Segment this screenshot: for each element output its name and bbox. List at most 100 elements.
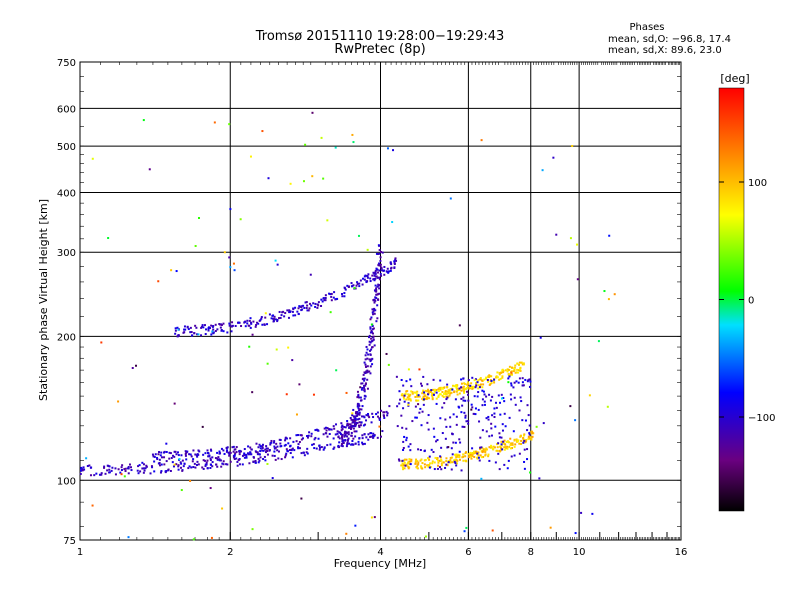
- point: [408, 397, 411, 400]
- point: [402, 384, 405, 387]
- point: [535, 425, 538, 428]
- point: [421, 410, 424, 413]
- point: [513, 454, 516, 457]
- point: [127, 536, 130, 539]
- point: [464, 416, 467, 419]
- point: [320, 446, 323, 449]
- point: [329, 293, 332, 296]
- point: [416, 466, 419, 469]
- point: [398, 459, 401, 462]
- point: [431, 398, 434, 401]
- point: [495, 376, 498, 379]
- point: [332, 447, 335, 450]
- point: [158, 451, 161, 454]
- point: [477, 456, 480, 459]
- point: [374, 309, 377, 312]
- point: [420, 465, 423, 468]
- point: [333, 427, 336, 430]
- point: [367, 414, 370, 417]
- point: [363, 384, 366, 387]
- point: [475, 384, 478, 387]
- point: [357, 418, 360, 421]
- point: [245, 455, 248, 458]
- point: [89, 474, 92, 477]
- point: [455, 456, 458, 459]
- point: [231, 321, 234, 324]
- point: [373, 344, 376, 347]
- point: [358, 282, 361, 285]
- point: [347, 431, 350, 434]
- point: [340, 436, 343, 439]
- point: [368, 334, 371, 337]
- point: [447, 461, 450, 464]
- point: [606, 405, 609, 408]
- point: [437, 394, 440, 397]
- point: [386, 414, 389, 417]
- point: [358, 425, 361, 428]
- point: [449, 387, 452, 390]
- point: [336, 432, 339, 435]
- point: [422, 389, 425, 392]
- point: [505, 447, 508, 450]
- point: [178, 458, 181, 461]
- point: [350, 434, 353, 437]
- point: [356, 281, 359, 284]
- point: [240, 450, 243, 453]
- point: [425, 396, 428, 399]
- point: [318, 446, 321, 449]
- point: [378, 287, 381, 290]
- point: [510, 366, 513, 369]
- point: [471, 447, 474, 450]
- point: [366, 248, 369, 251]
- point: [382, 414, 385, 417]
- y-tick-label: 400: [57, 188, 76, 199]
- point: [356, 411, 359, 414]
- point: [340, 429, 343, 432]
- point: [358, 408, 361, 411]
- point: [449, 392, 452, 395]
- point: [552, 156, 555, 159]
- point: [108, 471, 111, 474]
- point: [436, 457, 439, 460]
- point: [233, 453, 236, 456]
- point: [508, 374, 511, 377]
- point: [106, 464, 109, 467]
- point: [300, 306, 303, 309]
- point: [470, 382, 473, 385]
- point: [382, 269, 385, 272]
- point: [402, 407, 405, 410]
- point: [247, 445, 250, 448]
- point: [196, 333, 199, 336]
- point: [341, 433, 344, 436]
- point: [338, 446, 341, 449]
- point: [455, 464, 458, 467]
- point: [528, 378, 531, 381]
- point: [464, 414, 467, 417]
- point: [379, 272, 382, 275]
- point: [445, 463, 448, 466]
- point: [488, 393, 491, 396]
- point: [363, 379, 366, 382]
- point: [466, 383, 469, 386]
- point: [416, 390, 419, 393]
- point: [239, 218, 242, 221]
- point: [427, 388, 430, 391]
- point: [376, 415, 379, 418]
- point: [402, 464, 405, 467]
- point: [234, 448, 237, 451]
- point: [159, 454, 162, 457]
- point: [391, 221, 394, 224]
- point: [501, 423, 504, 426]
- point: [408, 458, 411, 461]
- point: [252, 320, 255, 323]
- point: [177, 464, 180, 467]
- point: [352, 408, 355, 411]
- point: [307, 309, 310, 312]
- point: [210, 324, 213, 327]
- point: [163, 463, 166, 466]
- point: [306, 309, 309, 312]
- point: [383, 416, 386, 419]
- point: [490, 375, 493, 378]
- point: [347, 424, 350, 427]
